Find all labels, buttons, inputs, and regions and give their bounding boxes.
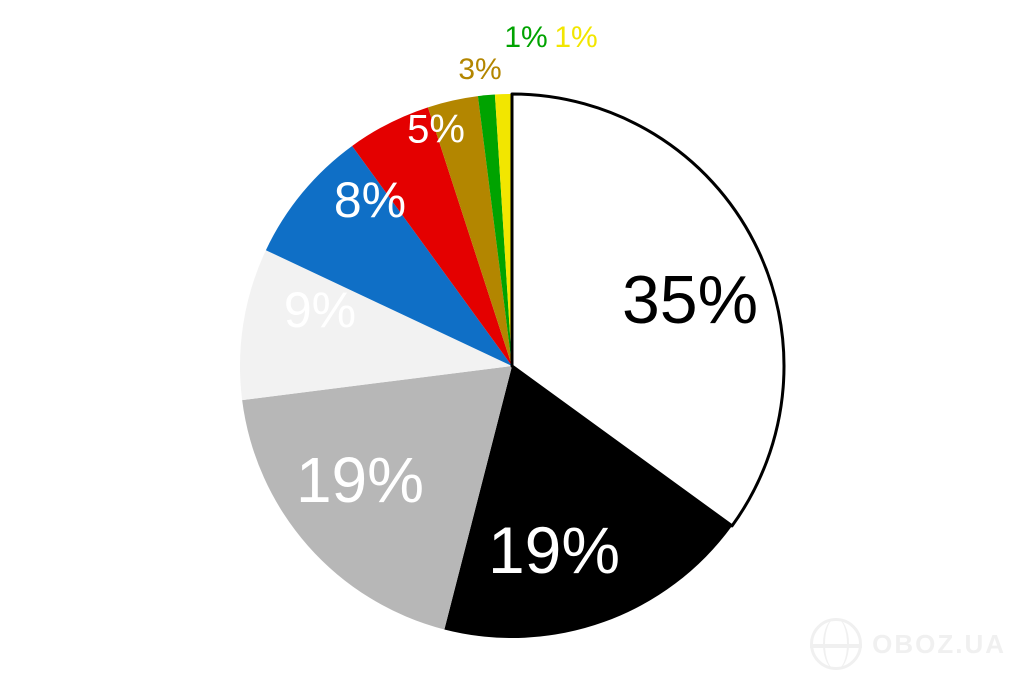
- pie-chart: [0, 0, 1024, 684]
- pie-chart-container: 35%19%19%9%8%5%3%1%1% OBOZ.UA: [0, 0, 1024, 684]
